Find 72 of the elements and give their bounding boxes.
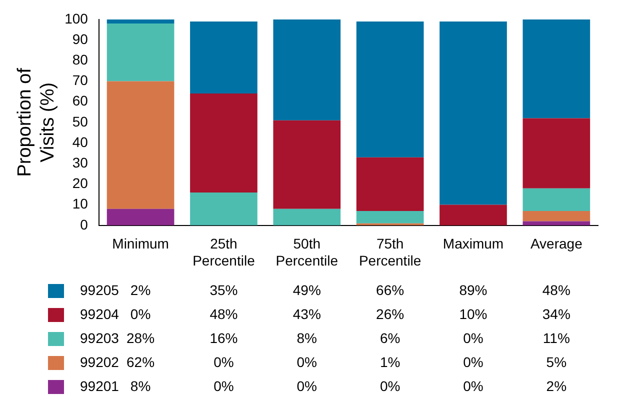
y-tick-label: 0 xyxy=(80,216,88,232)
bar xyxy=(106,19,174,24)
x-tick-label: 75th Percentile xyxy=(358,236,422,268)
legend-label: 99202 xyxy=(80,354,119,370)
bar xyxy=(273,208,341,226)
data-label: 8% xyxy=(296,330,318,346)
data-label: 6% xyxy=(378,330,402,346)
data-label: 16% xyxy=(208,330,239,346)
data-label: 0% xyxy=(378,378,402,394)
data-label: 2% xyxy=(545,378,568,394)
bar xyxy=(106,24,174,82)
bar xyxy=(440,21,507,205)
data-label: 49% xyxy=(292,282,322,298)
bar xyxy=(273,120,341,209)
bar xyxy=(522,19,590,118)
x-tick-label: Maximum xyxy=(442,236,504,252)
data-label: 66% xyxy=(375,282,406,298)
bar xyxy=(522,210,590,222)
y-tick-label: 70 xyxy=(72,72,88,88)
legend-label: 99205 xyxy=(80,282,119,298)
bar xyxy=(522,118,590,188)
bar xyxy=(273,19,341,120)
data-label: 48% xyxy=(541,282,572,298)
y-tick-label: 50 xyxy=(72,113,88,130)
bar xyxy=(190,94,258,192)
data-label: 0% xyxy=(212,378,235,394)
bar xyxy=(440,204,507,226)
y-tick-label: 90 xyxy=(72,30,88,47)
data-label: 35% xyxy=(208,282,239,298)
data-label: 26% xyxy=(375,306,406,322)
data-label: 0% xyxy=(462,330,484,346)
legend-label: 99201 xyxy=(80,378,119,394)
bar xyxy=(106,208,174,226)
data-label: 0% xyxy=(130,306,151,322)
y-tick-label: 10 xyxy=(72,196,88,212)
legend-label: 99203 xyxy=(80,330,119,346)
data-label: 2% xyxy=(130,282,151,298)
data-label: 0% xyxy=(462,354,484,370)
data-label: 0% xyxy=(212,354,235,370)
y-tick-label: 60 xyxy=(72,92,88,109)
x-tick-label: Average xyxy=(530,236,583,252)
bar xyxy=(190,192,258,226)
bar xyxy=(356,21,424,158)
data-label: 10% xyxy=(458,306,488,322)
data-label: 0% xyxy=(296,354,318,370)
data-label: 11% xyxy=(542,330,571,346)
bar xyxy=(522,188,590,211)
data-label: 0% xyxy=(296,378,318,394)
x-tick-label: 25th Percentile xyxy=(192,236,256,268)
bar xyxy=(356,210,424,224)
data-label: 0% xyxy=(462,378,484,394)
y-tick-label: 40 xyxy=(72,134,88,150)
data-label: 5% xyxy=(545,354,568,370)
y-tick-label: 80 xyxy=(72,51,88,68)
y-axis-title: Proportion of Visits (%) xyxy=(14,67,58,177)
data-label: 8% xyxy=(130,378,151,394)
y-tick-label: 100 xyxy=(64,10,88,26)
data-label: 28% xyxy=(126,330,155,346)
data-label: 34% xyxy=(541,306,572,322)
legend-label: 99204 xyxy=(80,306,119,322)
data-label: 89% xyxy=(458,282,488,298)
data-label: 48% xyxy=(208,306,239,322)
bar xyxy=(356,157,424,211)
data-label: 1% xyxy=(378,354,402,370)
x-tick-label: Minimum xyxy=(112,236,169,252)
bar xyxy=(106,81,174,209)
data-label: 62% xyxy=(126,354,155,370)
data-label: 43% xyxy=(292,306,322,322)
bar xyxy=(190,21,258,94)
x-tick-label: 50th Percentile xyxy=(276,236,338,268)
y-tick-label: 30 xyxy=(72,154,88,170)
y-tick-label: 20 xyxy=(72,175,88,192)
